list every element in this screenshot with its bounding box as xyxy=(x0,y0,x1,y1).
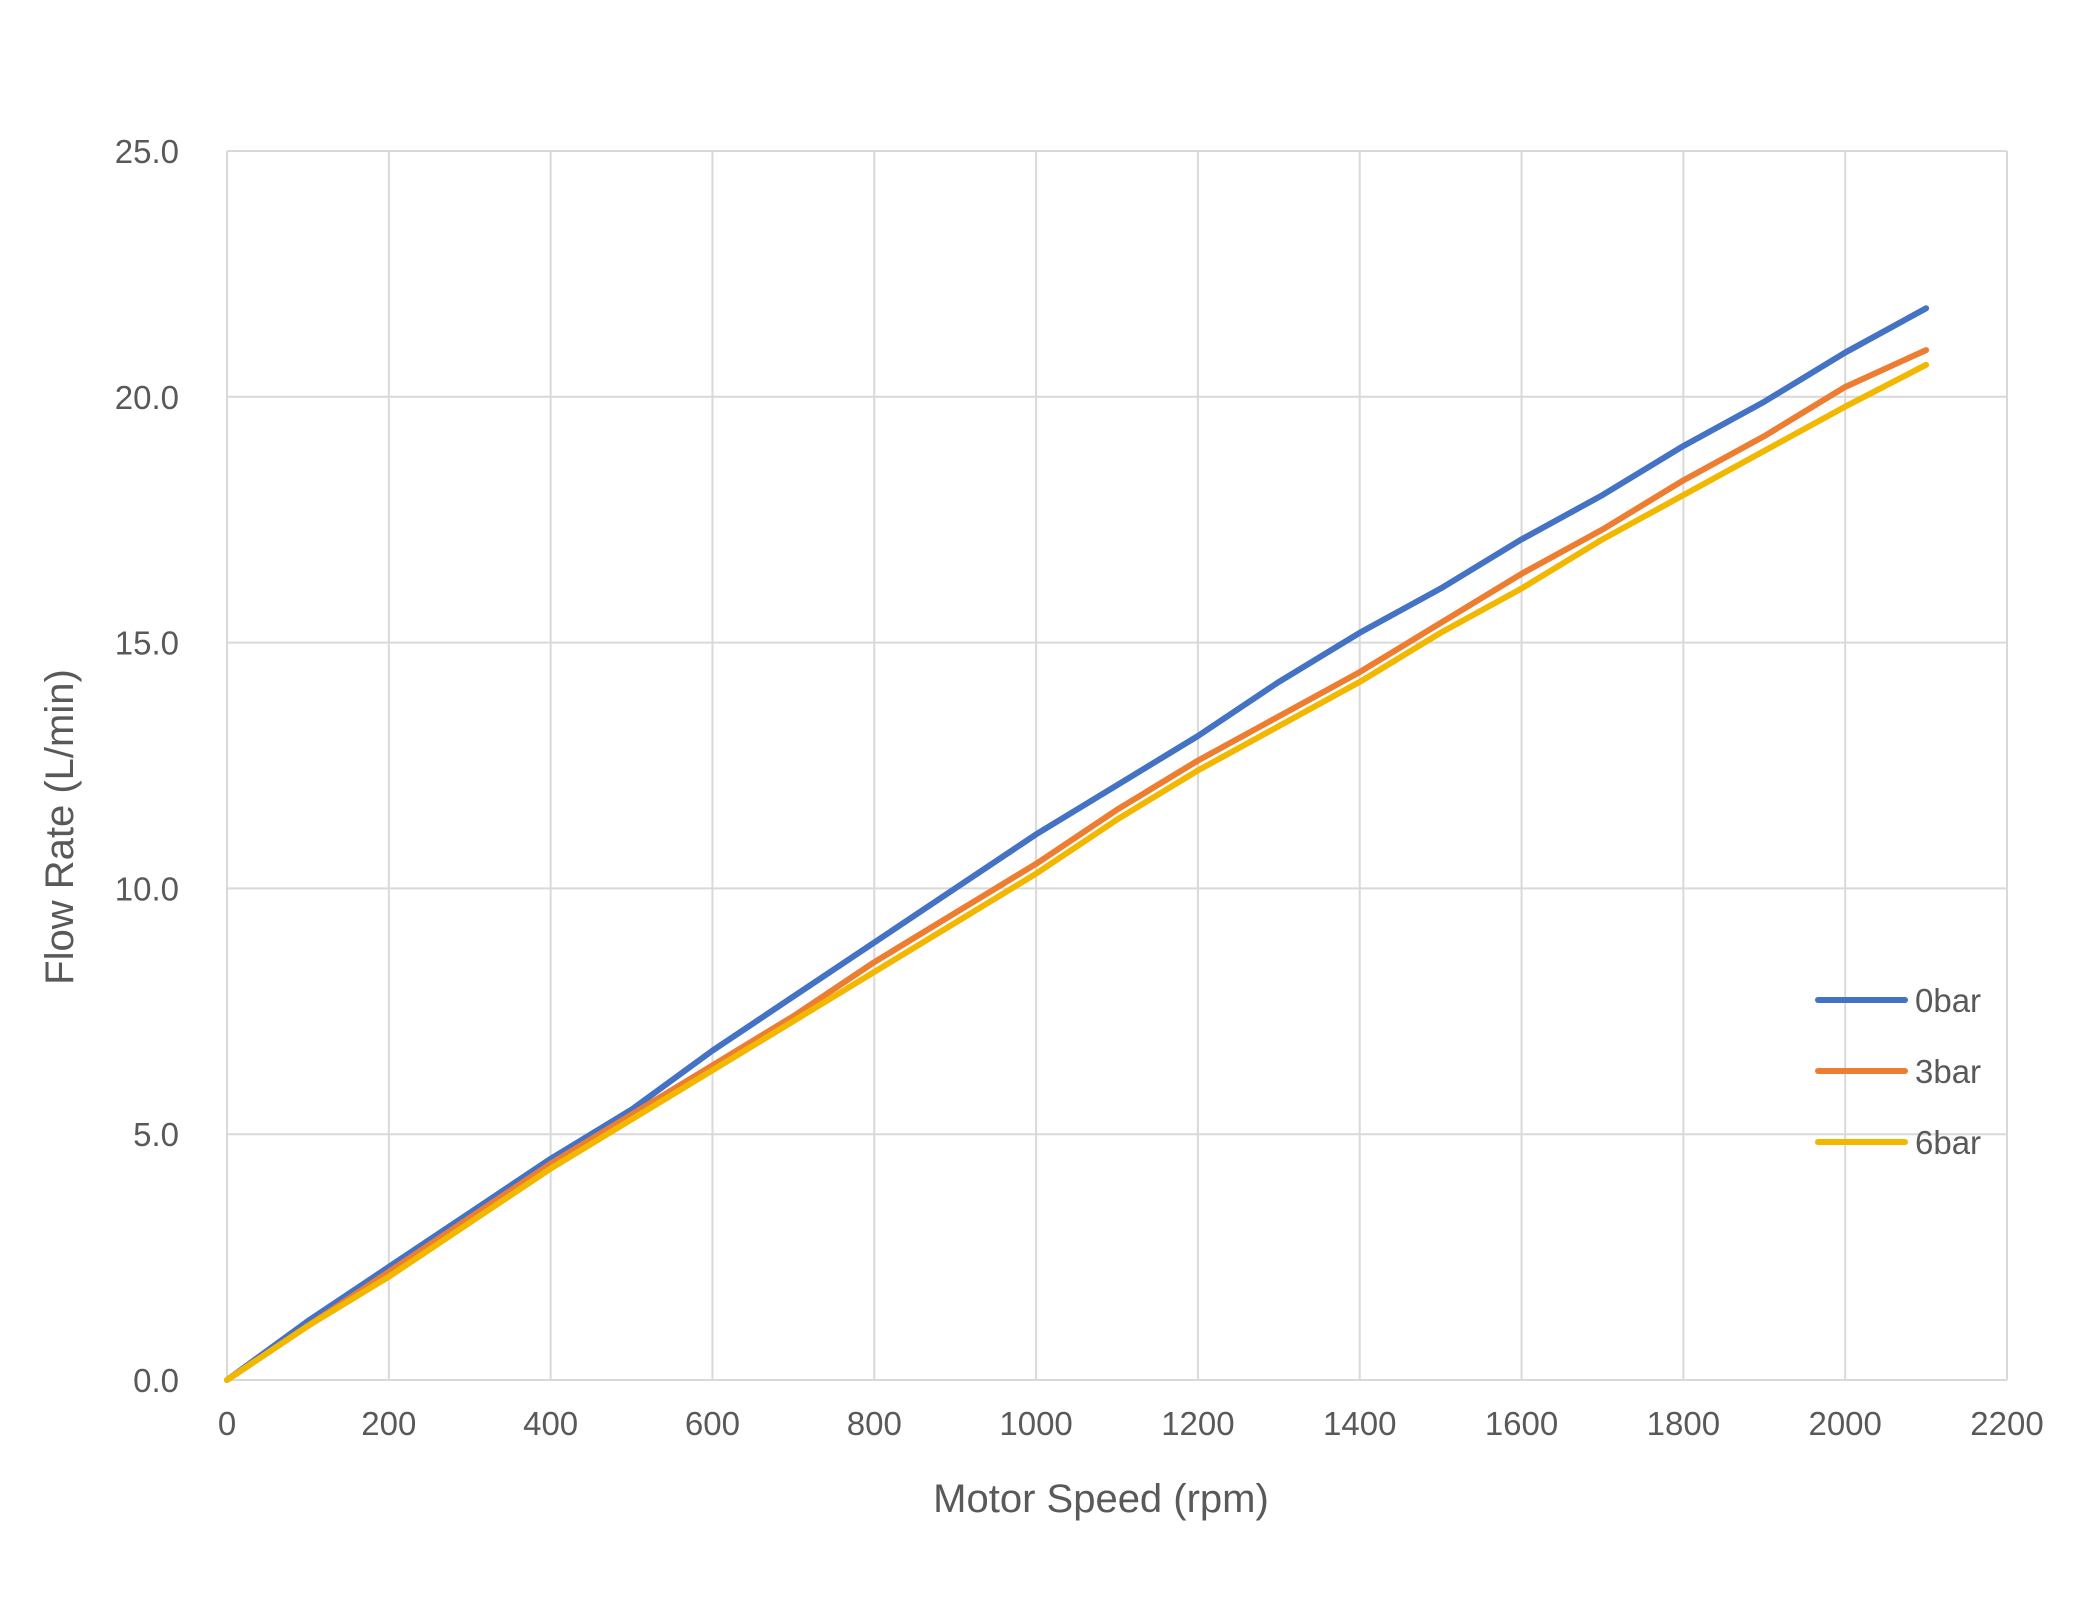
legend-item-0bar: 0bar xyxy=(1815,982,1981,1019)
x-tick-label: 600 xyxy=(685,1405,740,1442)
series-lines xyxy=(224,305,1930,1383)
y-tick-label: 10.0 xyxy=(115,870,179,907)
x-tick-label: 1200 xyxy=(1161,1405,1234,1442)
x-tick-label: 1600 xyxy=(1485,1405,1558,1442)
x-tick-label: 800 xyxy=(847,1405,902,1442)
x-tick-label: 400 xyxy=(523,1405,578,1442)
series-line-3bar xyxy=(224,347,1930,1383)
legend: 0bar 3bar 6bar xyxy=(1815,982,1981,1161)
legend-label: 3bar xyxy=(1915,1053,1981,1090)
legend-item-3bar: 3bar xyxy=(1815,1053,1981,1090)
y-tick-label: 15.0 xyxy=(115,625,179,662)
x-axis-title: Motor Speed (rpm) xyxy=(933,1477,1269,1521)
x-tick-label: 1800 xyxy=(1647,1405,1720,1442)
x-axis-ticks: 0 200 400 600 800 1000 1200 1400 1600 1800 2000 220… xyxy=(218,1405,2044,1442)
x-tick-label: 2000 xyxy=(1808,1405,1881,1442)
legend-label: 0bar xyxy=(1915,982,1981,1019)
y-axis-title: Flow Rate (L/min) xyxy=(38,669,82,985)
x-tick-label: 1000 xyxy=(999,1405,1072,1442)
series-line-6bar xyxy=(224,361,1930,1383)
y-tick-label: 0.0 xyxy=(133,1362,179,1399)
y-tick-label: 20.0 xyxy=(115,379,179,416)
x-tick-label: 200 xyxy=(361,1405,416,1442)
x-tick-label: 1400 xyxy=(1323,1405,1396,1442)
y-tick-label: 25.0 xyxy=(115,133,179,170)
legend-label: 6bar xyxy=(1915,1124,1981,1161)
series-line-0bar xyxy=(224,305,1930,1383)
x-tick-label: 2200 xyxy=(1970,1405,2043,1442)
y-tick-label: 5.0 xyxy=(133,1116,179,1153)
y-axis-ticks: 0.0 5.0 10.0 15.0 20.0 25.0 xyxy=(115,133,179,1399)
legend-item-6bar: 6bar xyxy=(1815,1124,1981,1161)
x-tick-label: 0 xyxy=(218,1405,236,1442)
